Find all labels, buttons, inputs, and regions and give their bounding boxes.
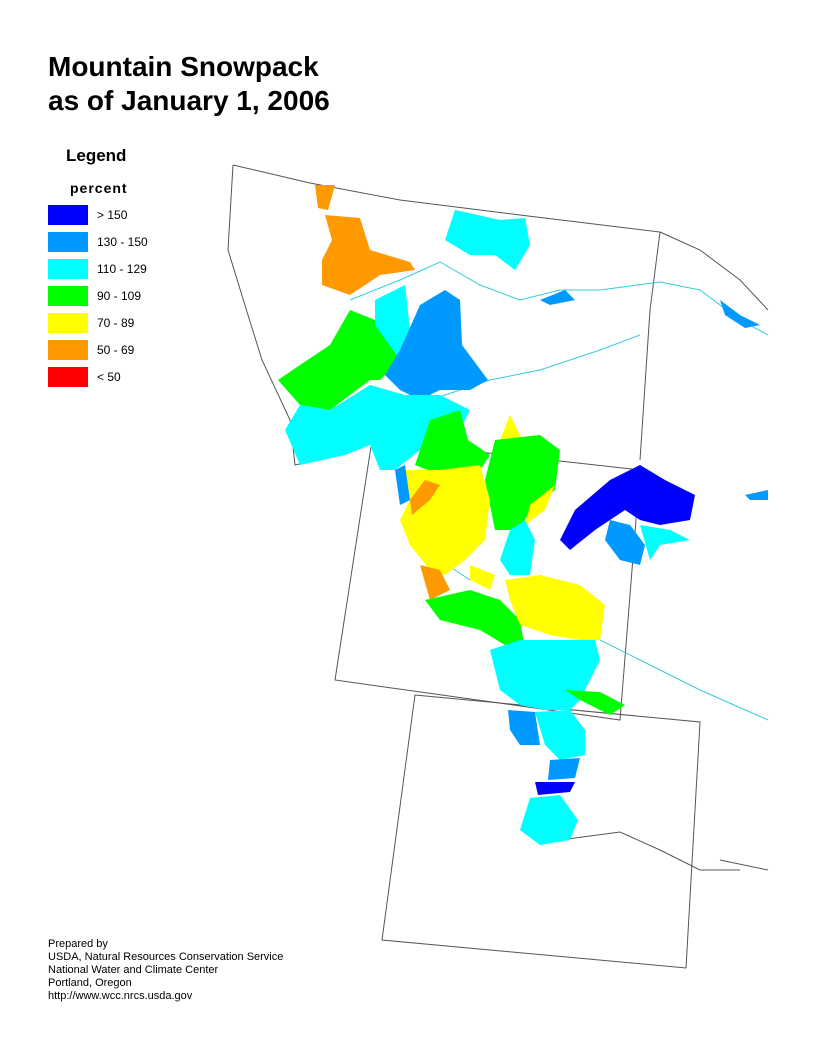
legend-item: 70 - 89 <box>48 313 134 333</box>
basin <box>315 185 335 210</box>
basin <box>525 485 555 525</box>
basin <box>322 215 415 295</box>
basin <box>485 435 560 530</box>
basin <box>640 525 690 560</box>
legend-item: 90 - 109 <box>48 286 141 306</box>
basin <box>400 465 490 575</box>
legend-title: Legend <box>66 146 127 165</box>
legend-swatch <box>48 205 88 225</box>
legend-label: 90 - 109 <box>97 289 142 303</box>
basin <box>520 795 578 845</box>
dakota-border <box>659 231 769 871</box>
legend-label: 130 - 150 <box>97 235 148 249</box>
legend-label: < 50 <box>97 370 121 384</box>
southern-border <box>559 831 740 871</box>
legend-item: 50 - 69 <box>48 340 134 360</box>
legend-swatch <box>48 232 88 252</box>
basin <box>535 782 575 795</box>
basin <box>470 565 495 590</box>
legend-label: 50 - 69 <box>97 343 135 357</box>
legend-item: < 50 <box>48 367 121 387</box>
basin <box>605 520 645 565</box>
map-title: Mountain Snowpack as of January 1, 2006 <box>48 50 330 118</box>
credit-link[interactable]: http://www.wcc.nrcs.usda.gov <box>48 990 193 1002</box>
credit-line: USDA, Natural Resources Conservation Ser… <box>48 951 284 963</box>
title-line-1: Mountain Snowpack <box>48 51 319 82</box>
colorado-border <box>381 694 701 969</box>
credit-line: Prepared by <box>48 938 108 950</box>
legend-swatch <box>48 313 88 333</box>
basin <box>505 575 605 640</box>
basin <box>560 465 695 550</box>
credit-line: National Water and Climate Center <box>48 964 219 976</box>
basin <box>278 310 400 410</box>
legend-item: 130 - 150 <box>48 232 148 252</box>
title-line-2: as of January 1, 2006 <box>48 85 330 116</box>
basin <box>445 210 530 270</box>
basin <box>410 480 440 515</box>
legend-unit: percent <box>70 180 128 196</box>
legend-swatch <box>48 340 88 360</box>
basin <box>500 520 535 575</box>
basin <box>395 465 410 505</box>
basin <box>415 410 490 475</box>
legend-swatch <box>48 367 88 387</box>
legend-item: > 150 <box>48 205 127 225</box>
lakes <box>540 290 768 500</box>
basins <box>278 185 695 845</box>
legend-label: 110 - 129 <box>97 262 147 276</box>
basin <box>548 758 580 780</box>
basin <box>385 290 488 400</box>
basin <box>420 565 450 600</box>
legend-item: 110 - 129 <box>48 259 147 279</box>
legend-label: 70 - 89 <box>97 316 135 330</box>
basin <box>565 690 625 715</box>
basin <box>535 710 585 760</box>
legend-swatch <box>48 259 88 279</box>
basin <box>425 590 525 650</box>
basin <box>508 710 540 745</box>
legend-swatch <box>48 286 88 306</box>
legend-label: > 150 <box>97 208 128 222</box>
basin <box>375 285 410 360</box>
credit-line: Portland, Oregon <box>48 977 132 989</box>
state-borders <box>227 164 769 969</box>
credits: Prepared by USDA, Natural Resources Cons… <box>48 938 283 1003</box>
